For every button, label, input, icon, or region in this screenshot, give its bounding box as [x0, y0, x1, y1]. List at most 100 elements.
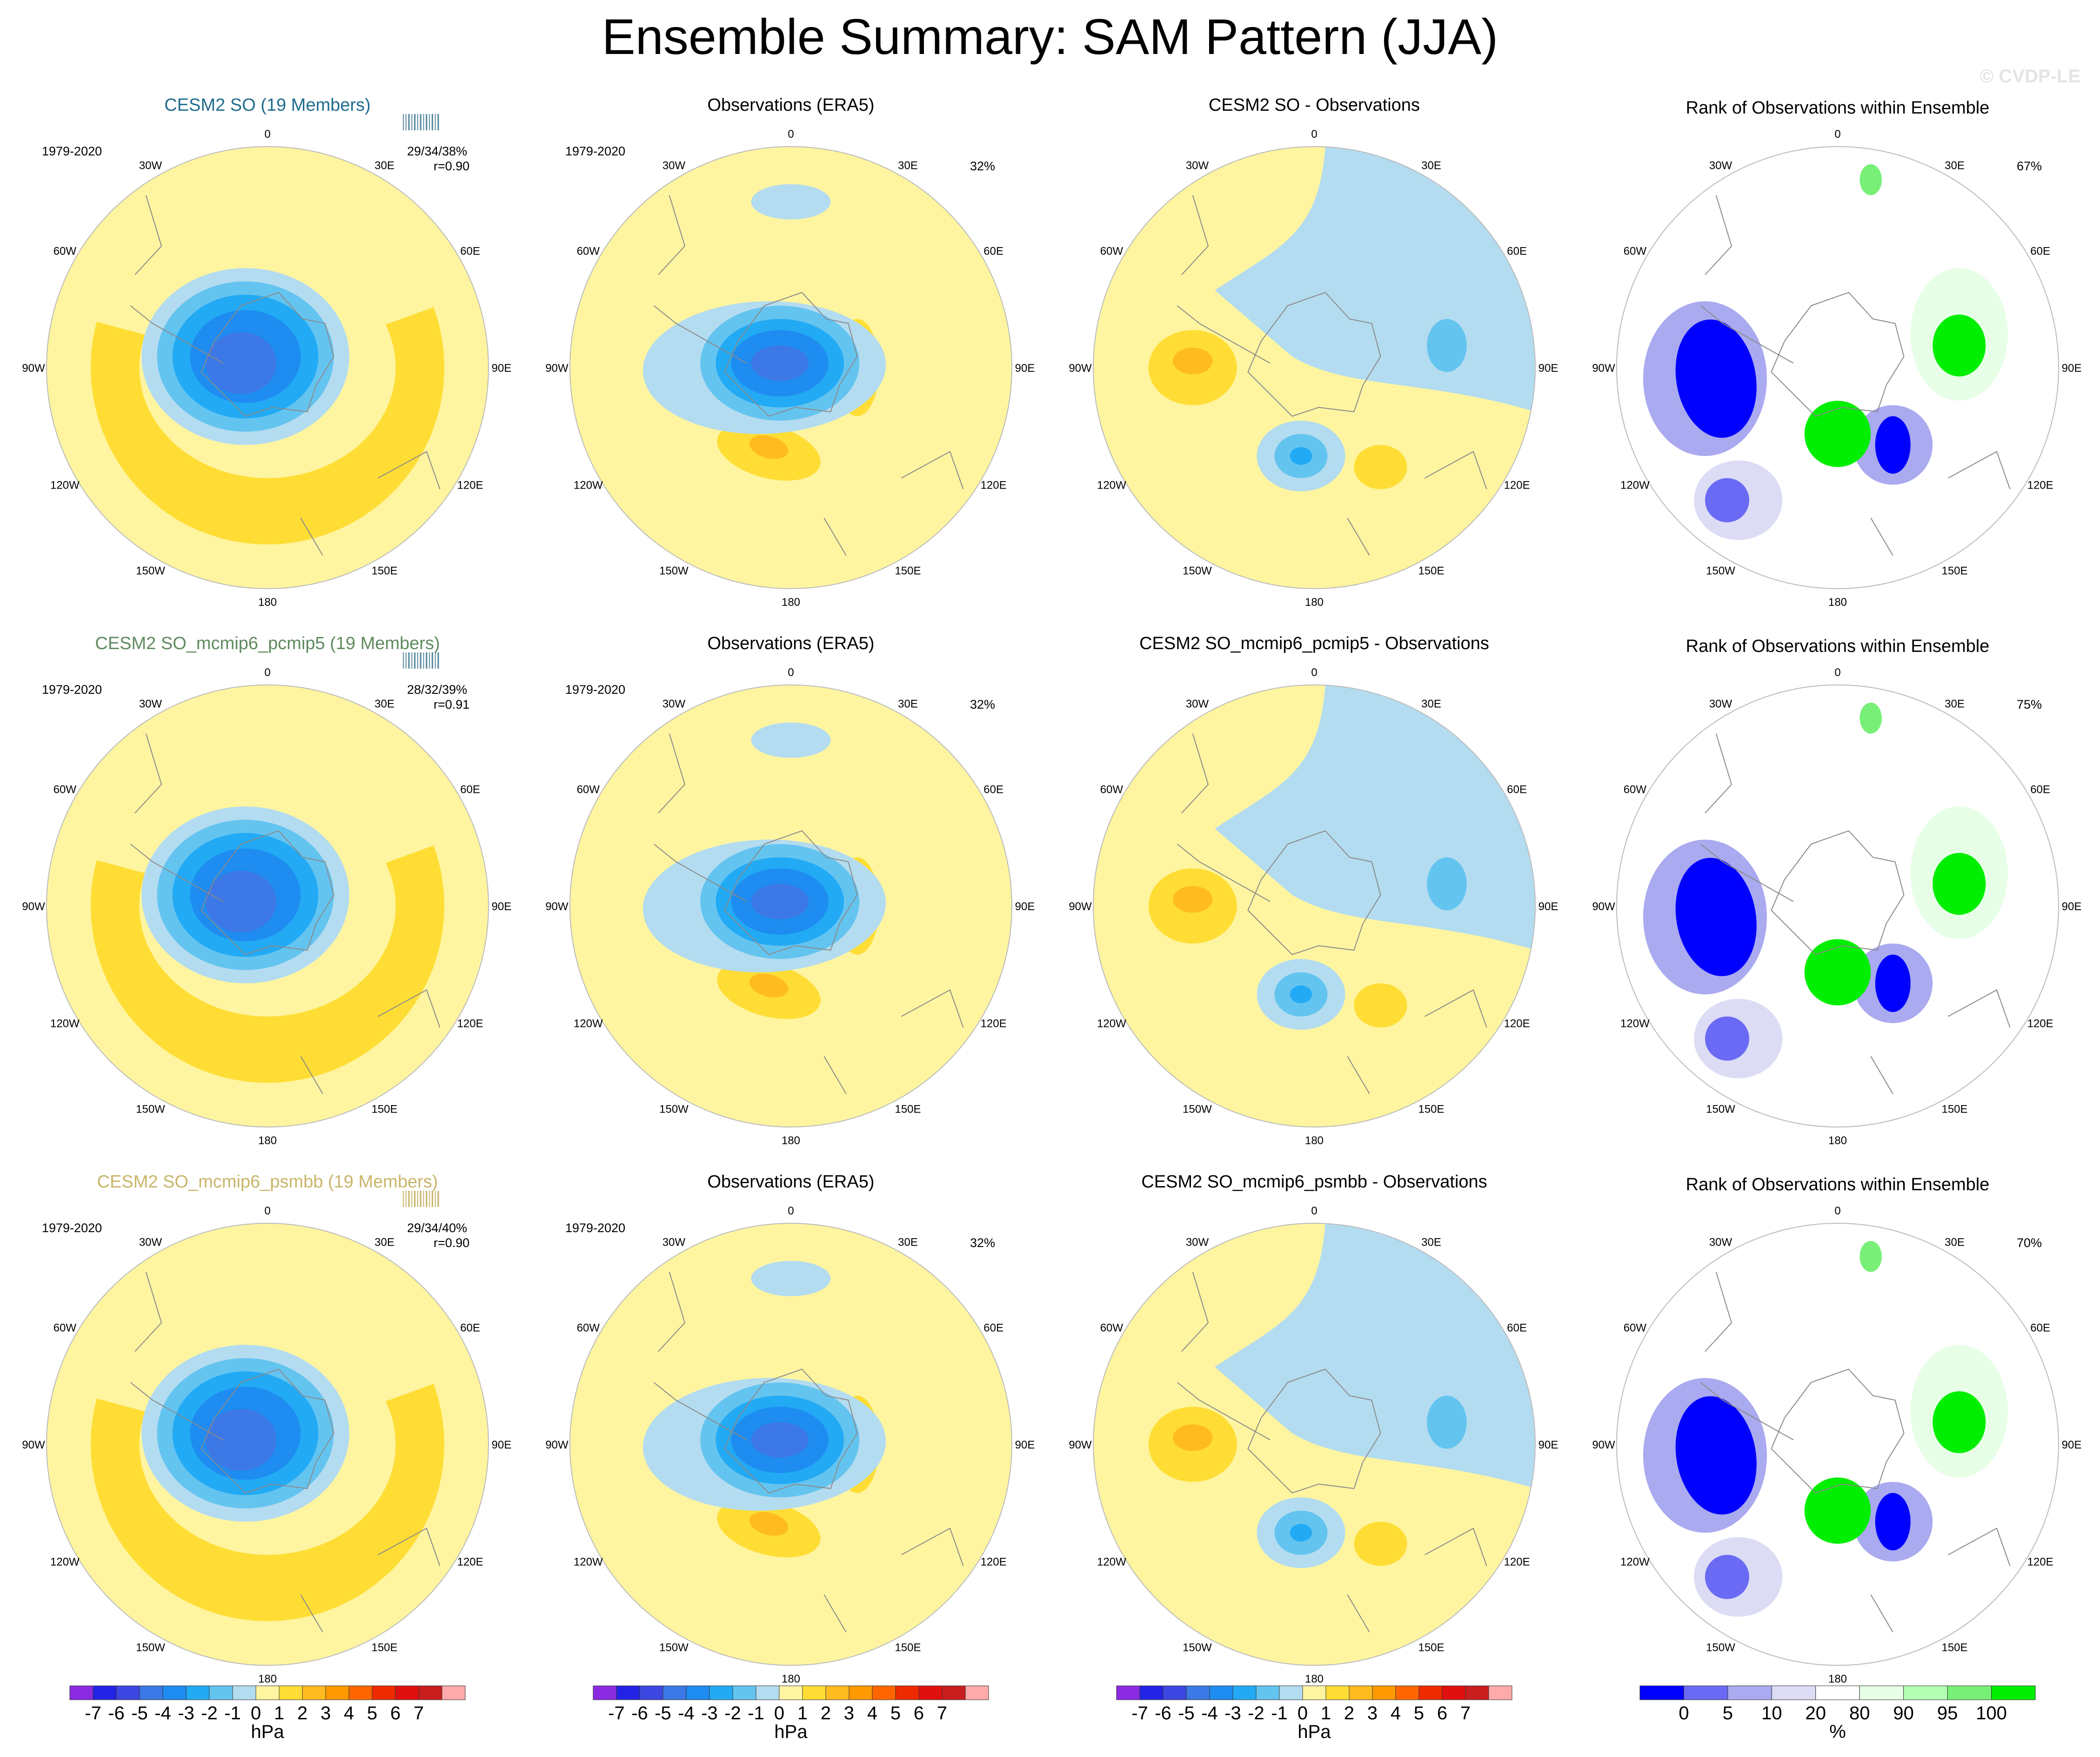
negative-north [751, 722, 831, 758]
obs-panel-title: Observations (ERA5) [707, 1172, 875, 1192]
coastline-antarctica [1771, 292, 1905, 417]
lon-label-150e: 150E [895, 1642, 921, 1654]
lon-label-90w: 90W [1592, 1439, 1615, 1451]
lon-label-180: 180 [1305, 596, 1324, 609]
colorbar-swatch [1256, 1685, 1280, 1700]
lon-label-90e: 90E [1538, 1439, 1558, 1451]
colorbar-swatch [418, 1685, 442, 1700]
lon-label-150e: 150E [1941, 1103, 1967, 1116]
lon-label-180: 180 [1305, 1673, 1324, 1685]
negative-diff-max [1427, 319, 1467, 372]
coastline-south-america [658, 733, 686, 814]
colorbar-tick: 0 [1297, 1703, 1308, 1723]
colorbar-swatch [918, 1685, 943, 1700]
lon-label-90w: 90W [22, 900, 45, 913]
model-stats: 29/34/38% [407, 144, 468, 158]
colorbar-swatch [802, 1685, 826, 1700]
lon-label-90e: 90E [1015, 362, 1035, 375]
rank-5-southwest [1705, 1555, 1749, 1599]
colorbar-swatch [965, 1685, 989, 1700]
coastline-antarctica [1771, 1368, 1905, 1494]
colorbar-swatch [1859, 1685, 1904, 1700]
rank-100-south [1804, 401, 1871, 467]
lon-label-0: 0 [788, 666, 794, 679]
positive-diff-west-max [1173, 1424, 1213, 1451]
coastline-new-zealand [300, 1594, 323, 1633]
rank-95-north [1859, 1241, 1882, 1272]
lon-label-120e: 120E [2027, 1556, 2053, 1569]
lon-label-180: 180 [1305, 1134, 1324, 1147]
colorbar-tick: -2 [724, 1703, 741, 1723]
lon-label-60e: 60E [460, 245, 480, 258]
lon-label-120w: 120W [1097, 1556, 1126, 1569]
colorbar-tick: 0 [774, 1703, 785, 1723]
coastline-peninsula [130, 1382, 224, 1441]
lon-label-90w: 90W [22, 362, 45, 375]
colorbar-tick: 5 [890, 1703, 901, 1723]
lon-label-150e: 150E [1941, 1642, 1967, 1654]
colorbar-swatch [593, 1685, 617, 1700]
colorbar-swatch [279, 1685, 303, 1700]
lon-label-90e: 90E [492, 362, 512, 375]
colorbar-tick: -1 [1271, 1703, 1288, 1723]
member-ticks [403, 1191, 439, 1207]
colorbar-tick: 7 [413, 1703, 424, 1723]
coastline-peninsula [1177, 844, 1271, 902]
lon-label-30e: 30E [1421, 697, 1441, 710]
lon-label-60e: 60E [2030, 784, 2050, 796]
model-stats: 28/32/39% [407, 683, 468, 697]
colorbar-tick: 0 [1679, 1703, 1689, 1723]
colorbar-swatch [639, 1685, 663, 1700]
map-border [569, 684, 1012, 1127]
colorbar-swatch [348, 1685, 373, 1700]
lon-label-150e: 150E [895, 565, 921, 577]
lon-label-90w: 90W [1069, 362, 1092, 375]
lon-label-150e: 150E [371, 1103, 397, 1116]
lon-label-60e: 60E [2030, 245, 2050, 258]
lon-label-90e: 90E [492, 1439, 512, 1451]
rank-100-east [1933, 1391, 1986, 1453]
positive-south-max [749, 973, 789, 998]
lon-label-150w: 150W [659, 1103, 689, 1116]
colorbar-tick: -6 [1155, 1703, 1171, 1723]
colorbar-swatch [1325, 1685, 1350, 1700]
lon-label-120w: 120W [50, 1018, 80, 1030]
lon-label-120w: 120W [574, 479, 603, 492]
lon-label-60w: 60W [1100, 784, 1124, 796]
rank-panel-title: Rank of Observations within Ensemble [1685, 98, 1990, 118]
colorbar-swatch [1727, 1685, 1772, 1700]
colorbar-tick: 20 [1805, 1703, 1826, 1723]
colorbar-swatch [116, 1685, 140, 1700]
colorbar-swatch [825, 1685, 849, 1700]
colorbar-swatch [1683, 1685, 1728, 1700]
rank-pct: 67% [2017, 159, 2042, 173]
negative-diff-south-max [1290, 986, 1312, 1003]
lon-label-0: 0 [788, 1205, 794, 1217]
obs-period: 1979-2020 [565, 144, 626, 158]
colorbar-tick: 5 [1413, 1703, 1425, 1723]
coastline-new-zealand [1870, 517, 1893, 556]
rank-panel-title: Rank of Observations within Ensemble [1685, 637, 1990, 656]
lon-label-150w: 150W [136, 565, 165, 577]
rank-5-southwest [1705, 1016, 1749, 1061]
coastline-australia [1425, 1528, 1487, 1566]
rank-map-row3: 0 30E 60E 90E 120E 150E 180 150W 120W 90W 60W 30W [1592, 1205, 2081, 1685]
colorbar-tick: -6 [108, 1703, 125, 1723]
model-period: 1979-2020 [42, 683, 102, 697]
lon-label-180: 180 [258, 596, 277, 609]
lon-label-180: 180 [258, 1134, 277, 1147]
colorbar-swatch [1372, 1685, 1396, 1700]
colorbar-tick: -1 [748, 1703, 764, 1723]
lon-label-90e: 90E [2062, 362, 2082, 375]
colorbar-swatch [1442, 1685, 1466, 1700]
lon-label-120e: 120E [981, 1018, 1007, 1030]
rank-100-south [1804, 1477, 1871, 1544]
lon-label-60w: 60W [54, 784, 77, 796]
coastline-antarctica [1247, 830, 1381, 955]
lon-label-30e: 30E [1421, 159, 1441, 172]
colorbar-tick: 4 [1390, 1703, 1401, 1723]
lon-label-90e: 90E [1538, 362, 1558, 375]
lon-label-90w: 90W [545, 362, 568, 375]
negative-north [751, 184, 831, 220]
lon-label-30w: 30W [1709, 159, 1732, 172]
